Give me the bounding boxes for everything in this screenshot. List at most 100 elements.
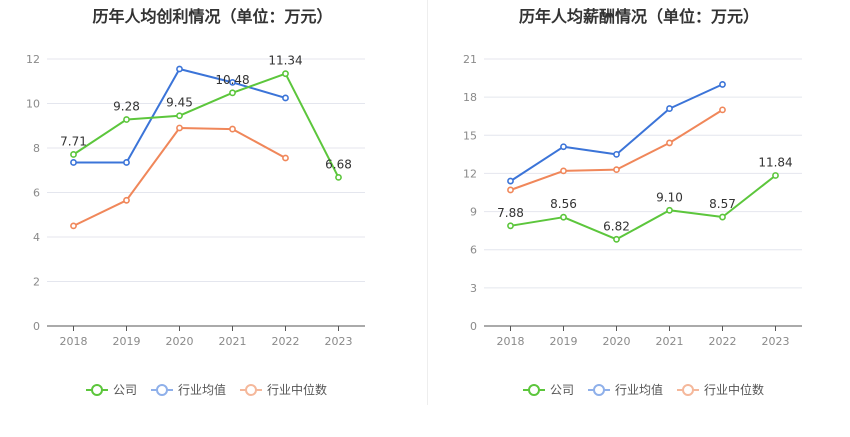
- data-label: 11.34: [268, 54, 302, 68]
- y-tick-label: 15: [463, 129, 477, 142]
- data-label: 10.48: [215, 73, 249, 87]
- data-point: [70, 151, 77, 158]
- x-tick-label: 2020: [166, 335, 194, 348]
- y-tick-label: 18: [463, 91, 477, 104]
- y-tick-label: 6: [33, 187, 40, 200]
- y-tick-label: 9: [470, 206, 477, 219]
- legend-company-marker-icon: [523, 383, 545, 396]
- data-label: 7.88: [497, 206, 524, 220]
- x-tick-label: 2019: [550, 335, 578, 348]
- data-point: [772, 172, 779, 179]
- data-point: [176, 124, 183, 132]
- legend-label: 行业均值: [615, 383, 664, 397]
- data-point: [560, 167, 567, 175]
- series-line: [72, 72, 340, 178]
- legend-label: 行业中位数: [267, 383, 328, 397]
- legend-item-industry-mean[interactable]: 行业均值: [588, 381, 663, 398]
- legend-mean-marker-icon: [151, 383, 174, 396]
- legend-company-marker-icon: [86, 383, 108, 396]
- data-point: [507, 222, 514, 230]
- x-tick-label: 2019: [113, 335, 141, 348]
- x-tick-label: 2023: [762, 335, 790, 348]
- y-tick-label: 0: [33, 320, 40, 333]
- x-tick-label: 2018: [497, 335, 525, 348]
- data-point: [229, 125, 236, 133]
- x-tick-label: 2020: [603, 335, 631, 348]
- data-point: [719, 213, 726, 221]
- data-point: [666, 139, 673, 147]
- y-tick-label: 4: [33, 231, 40, 244]
- data-point: [229, 89, 236, 97]
- x-tick-label: 2021: [219, 335, 247, 348]
- legend-label: 行业中位数: [704, 383, 765, 397]
- data-point: [507, 186, 514, 194]
- x-tick-label: 2021: [656, 335, 684, 348]
- data-point: [335, 173, 342, 181]
- legend-item-industry-median[interactable]: 行业中位数: [677, 381, 764, 398]
- x-tick-label: 2018: [60, 335, 88, 348]
- data-point: [613, 166, 620, 174]
- legend-mean-marker-icon: [588, 383, 611, 396]
- x-tick-label: 2023: [325, 335, 353, 348]
- legend-profit: 公司 行业均值 行业中位数: [86, 381, 327, 398]
- y-tick-label: 10: [26, 98, 40, 111]
- legend-label: 行业均值: [178, 383, 227, 397]
- data-point: [282, 70, 289, 78]
- data-label: 8.57: [709, 197, 736, 211]
- legend-item-industry-median[interactable]: 行业中位数: [240, 381, 327, 398]
- x-tick-label: 2022: [272, 335, 300, 348]
- y-tick-label: 0: [470, 320, 477, 333]
- data-label: 8.56: [550, 197, 577, 211]
- y-tick-label: 6: [470, 244, 477, 257]
- legend-median-marker-icon: [677, 383, 700, 396]
- data-label: 7.71: [60, 134, 87, 148]
- data-point: [123, 116, 130, 123]
- data-point: [613, 150, 620, 158]
- legend-item-industry-mean[interactable]: 行业均值: [151, 381, 226, 398]
- y-tick-label: 2: [33, 276, 40, 289]
- data-point: [282, 94, 289, 102]
- data-point: [229, 78, 236, 86]
- data-point: [666, 105, 673, 112]
- legend-median-marker-icon: [240, 383, 263, 396]
- data-point: [123, 159, 130, 166]
- data-point: [70, 222, 77, 230]
- panel-divider: [427, 0, 428, 405]
- chart-title-salary: 历年人均薪酬情况（单位：万元）: [518, 7, 759, 26]
- data-point: [613, 235, 620, 243]
- data-label: 6.82: [603, 219, 630, 233]
- legend-item-company[interactable]: 公司: [86, 381, 137, 398]
- y-tick-label: 12: [26, 53, 40, 66]
- data-point: [719, 81, 726, 88]
- legend-salary: 公司 行业均值 行业中位数: [523, 381, 764, 398]
- data-label: 11.84: [758, 155, 792, 169]
- data-point: [282, 154, 289, 162]
- profit-per-capita-chart: 0 2 4 6 8 10 12 2018 2019 2020 2021 2022 2023 7.71 9.2…: [26, 53, 365, 348]
- y-tick-label: 12: [463, 167, 477, 180]
- data-point: [123, 196, 130, 204]
- data-point: [666, 206, 673, 214]
- data-point: [176, 112, 183, 120]
- legend-label: 公司: [113, 383, 138, 397]
- series-line: [510, 174, 777, 241]
- legend-item-company[interactable]: 公司: [523, 381, 574, 398]
- legend-label: 公司: [550, 383, 575, 397]
- y-tick-label: 21: [463, 53, 477, 66]
- data-label: 9.10: [656, 190, 683, 204]
- data-label: 6.68: [325, 157, 352, 171]
- data-point: [560, 143, 567, 151]
- x-tick-label: 2022: [709, 335, 737, 348]
- y-tick-label: 3: [470, 282, 477, 295]
- data-label: 9.45: [166, 96, 193, 110]
- chart-title-profit: 历年人均创利情况（单位：万元）: [92, 7, 333, 26]
- data-point: [719, 106, 726, 114]
- series-line: [510, 109, 724, 191]
- data-point: [507, 177, 514, 185]
- y-tick-label: 8: [33, 142, 40, 155]
- data-point: [560, 213, 567, 221]
- data-point: [70, 159, 77, 166]
- data-label: 9.28: [113, 100, 140, 114]
- data-point: [176, 65, 183, 73]
